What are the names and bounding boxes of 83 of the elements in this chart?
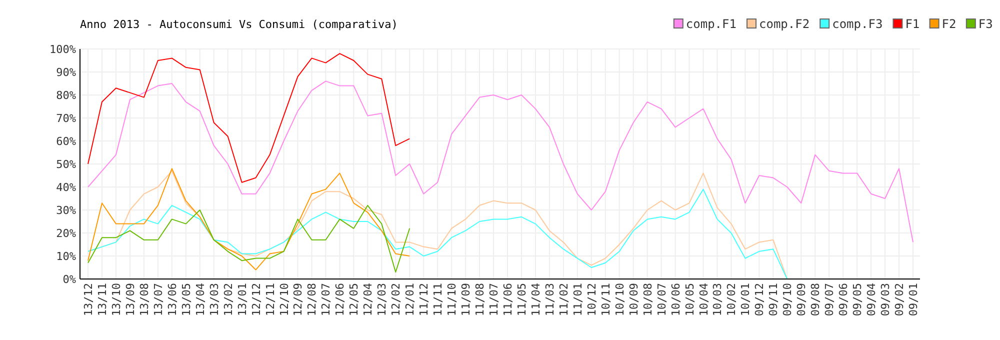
x-tick-label: 10/01: [739, 283, 752, 316]
legend-label: comp.F3: [832, 17, 883, 31]
chart-title: Anno 2013 - Autoconsumi Vs Consumi (comparativa): [80, 18, 398, 31]
x-tick-label: 11/09: [460, 283, 473, 316]
x-tick-label: 10/09: [627, 283, 640, 316]
x-tick-label: 12/08: [306, 283, 319, 316]
x-tick-label: 10/12: [585, 283, 598, 316]
x-tick-label: 11/02: [557, 283, 570, 316]
x-tick-label: 11/06: [501, 283, 514, 316]
x-tick-label: 13/03: [208, 283, 221, 316]
x-tick-label: 11/08: [474, 283, 487, 316]
x-tick-label: 11/10: [446, 283, 459, 316]
x-tick-label: 12/03: [376, 283, 389, 316]
x-tick-label: 09/07: [823, 283, 836, 316]
line-series: [88, 188, 788, 280]
legend-label: comp.F2: [759, 17, 810, 31]
x-tick-label: 13/06: [166, 283, 179, 316]
legend-label: F1: [905, 17, 920, 31]
x-tick-label: 09/02: [893, 283, 906, 316]
x-tick-label: 13/02: [222, 283, 235, 316]
x-tick-label: 12/06: [334, 283, 347, 316]
x-tick-label: 12/10: [278, 283, 291, 316]
x-tick-label: 09/11: [767, 283, 780, 316]
x-tick-label: 11/12: [418, 283, 431, 316]
x-tick-label: 11/01: [571, 283, 584, 316]
x-tick-label: 13/01: [236, 283, 249, 316]
x-tick-label: 12/07: [320, 283, 333, 316]
x-tick-label: 13/07: [152, 283, 165, 316]
x-tick-label: 12/05: [348, 283, 361, 316]
y-tick-label: 40%: [56, 181, 76, 194]
x-tick-label: 10/10: [613, 283, 626, 316]
x-tick-label: 10/11: [599, 283, 612, 316]
x-tick-label: 11/05: [515, 283, 528, 316]
x-tick-label: 10/07: [655, 283, 668, 316]
x-tick-label: 10/03: [711, 283, 724, 316]
x-tick-label: 09/09: [795, 283, 808, 316]
y-tick-label: 50%: [56, 158, 76, 171]
x-tick-label: 13/05: [180, 283, 193, 316]
y-tick-label: 10%: [56, 250, 76, 263]
x-tick-label: 13/04: [194, 282, 207, 316]
legend-label: comp.F1: [686, 17, 736, 31]
y-tick-label: 60%: [56, 135, 76, 148]
x-tick-label: 09/12: [753, 283, 766, 316]
y-tick-label: 0%: [62, 273, 76, 286]
x-tick-label: 11/04: [529, 282, 542, 316]
y-tick-label: 20%: [56, 227, 76, 240]
y-tick-label: 30%: [56, 204, 76, 217]
x-tick-label: 12/11: [264, 283, 277, 316]
x-tick-label: 13/09: [124, 283, 137, 316]
x-tick-label: 10/06: [669, 283, 682, 316]
line-series: [88, 204, 410, 273]
x-tick-label: 13/08: [138, 283, 151, 316]
legend-label: F2: [942, 17, 956, 31]
y-tick-label: 100%: [50, 43, 76, 56]
x-tick-label: 11/07: [488, 283, 501, 316]
line-series: [88, 168, 410, 270]
line-series: [88, 80, 914, 243]
x-tick-label: 13/10: [110, 283, 123, 316]
x-tick-label: 13/11: [96, 283, 109, 316]
x-tick-label: 09/03: [879, 283, 892, 316]
x-tick-label: 09/04: [865, 282, 878, 316]
x-tick-label: 09/08: [809, 283, 822, 316]
y-tick-label: 80%: [56, 89, 76, 102]
x-tick-label: 13/12: [82, 283, 95, 316]
y-tick-label: 70%: [56, 112, 76, 125]
x-tick-label: 11/11: [432, 283, 445, 316]
legend-label: F3: [978, 17, 993, 31]
x-tick-label: 10/08: [641, 283, 654, 316]
y-tick-label: 90%: [56, 66, 76, 79]
x-tick-label: 09/06: [837, 283, 850, 316]
x-tick-label: 09/10: [781, 283, 794, 316]
x-tick-label: 12/02: [390, 283, 403, 316]
x-tick-label: 11/03: [543, 283, 556, 316]
x-tick-label: 10/02: [725, 283, 738, 316]
x-tick-label: 12/01: [404, 283, 417, 316]
x-tick-label: 09/05: [851, 283, 864, 316]
x-tick-label: 09/01: [907, 283, 920, 316]
x-tick-label: 10/04: [697, 282, 710, 316]
x-tick-label: 12/12: [250, 283, 263, 316]
line-series: [88, 53, 410, 183]
x-tick-label: 12/09: [292, 283, 305, 316]
x-tick-label: 10/05: [683, 283, 696, 316]
x-tick-label: 12/04: [362, 282, 375, 316]
